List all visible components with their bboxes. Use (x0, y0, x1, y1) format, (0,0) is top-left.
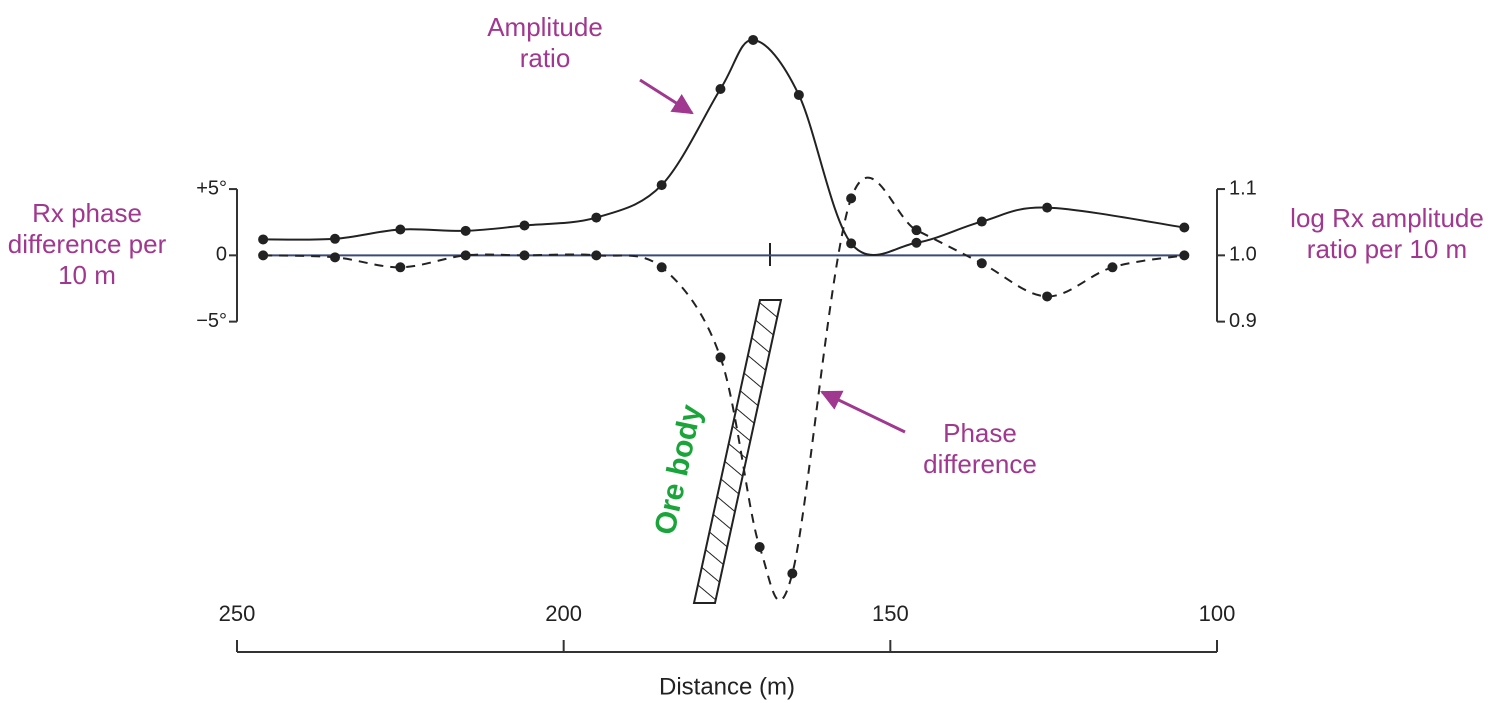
data-point (1042, 202, 1053, 213)
data-point (846, 238, 857, 249)
x-tick-label: 250 (219, 601, 256, 626)
data-point (330, 252, 340, 263)
y-tick-label: −5° (196, 310, 227, 332)
y2-tick-label: 1.0 (1229, 244, 1257, 266)
arrow (639, 78, 694, 115)
y2-tick-label: 0.9 (1229, 310, 1257, 332)
y-tick-label: +5° (196, 177, 227, 199)
x-tick-label: 200 (545, 601, 582, 626)
data-point (591, 250, 602, 261)
data-point (656, 262, 667, 273)
data-point (519, 250, 530, 261)
data-point (1179, 250, 1190, 261)
data-point (460, 225, 471, 236)
data-point (1042, 291, 1053, 302)
data-point (976, 258, 987, 269)
data-point (395, 262, 406, 273)
x-tick-label: 100 (1199, 601, 1236, 626)
y2-tick-label: 1.1 (1229, 177, 1257, 199)
data-point (715, 352, 726, 363)
data-point (258, 250, 269, 261)
data-point (976, 216, 987, 227)
y-axis-label: Rx phase difference per 10 m (7, 198, 167, 290)
data-point (793, 89, 804, 100)
data-point (754, 541, 765, 552)
x-axis-label: Distance (m) (659, 673, 795, 700)
data-point (846, 193, 857, 204)
series-annotation: Phase difference (923, 418, 1037, 479)
data-point (330, 233, 340, 244)
data-point (395, 224, 406, 235)
data-point (1107, 262, 1118, 273)
data-point (258, 234, 269, 245)
ore-body (692, 299, 783, 604)
data-point (460, 250, 471, 261)
annotation: Ore body (649, 402, 709, 538)
data-point (911, 237, 922, 248)
data-point (519, 220, 530, 231)
data-point (591, 212, 602, 223)
series-line (263, 38, 1185, 256)
data-point (911, 225, 922, 236)
y-tick-label: 0 (216, 244, 227, 266)
data-point (1179, 222, 1190, 233)
data-point (715, 83, 726, 94)
arrow (820, 390, 906, 434)
series-annotation: Amplitude ratio (487, 12, 603, 73)
y2-axis-label: log Rx amplitude ratio per 10 m (1290, 203, 1484, 264)
data-point (748, 34, 759, 45)
x-tick-label: 150 (872, 601, 909, 626)
data-point (656, 180, 667, 191)
data-point (787, 568, 798, 579)
